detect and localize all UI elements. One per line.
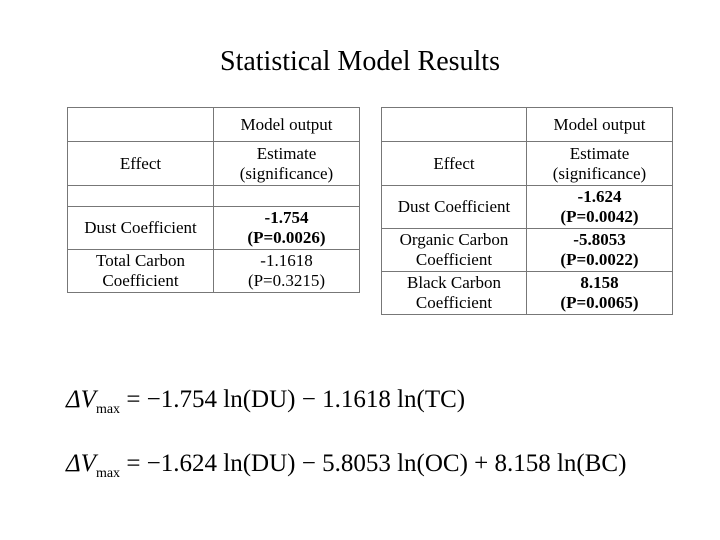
table-row: Black Carbon Coefficient 8.158 (P=0.0065) [381,271,673,315]
estimate: -5.8053 [573,230,626,249]
eq-rhs: = −1.754 ln(DU) − 1.1618 ln(TC) [126,386,466,413]
eq-rhs: = −1.624 ln(DU) − 5.8053 ln(OC) + 8.158 … [126,450,627,477]
estimate: -1.754 [264,208,309,227]
estimate-cell: -5.8053 (P=0.0022) [526,228,673,272]
header-cell: Estimate (significance) [213,141,360,186]
eq-lhs: ΔV [66,450,96,477]
estimate-cell: -1.754 (P=0.0026) [213,206,360,250]
significance: (P=0.0022) [560,250,639,269]
estimate: -1.624 [577,187,622,206]
estimate-cell: 8.158 (P=0.0065) [526,271,673,315]
significance: (P=0.0065) [560,293,639,312]
table-row: Dust Coefficient -1.624 (P=0.0042) [381,185,673,229]
eq-sub: max [95,466,121,481]
header-cell: Estimate (significance) [526,141,673,186]
table-row: Total Carbon Coefficient -1.1618 (P=0.3215… [67,249,360,293]
equation: ΔVmax = −1.754 ln(DU) − 1.1618 ln(TC) [66,386,465,418]
header-cell: Effect [381,141,527,186]
eq-lhs: ΔV [66,386,96,413]
significance: (P=0.3215) [247,271,326,290]
row-label: Dust Coefficient [67,206,214,250]
equation: ΔVmax = −1.624 ln(DU) − 5.8053 ln(OC) + … [66,450,626,482]
row-label: Black Carbon Coefficient [381,271,527,315]
results-table: Model output Effect Estimate (significanc… [67,107,360,293]
cell [67,107,214,142]
cell [213,185,360,207]
table-row: Dust Coefficient -1.754 (P=0.0026) [67,206,360,250]
title: Statistical Model Results [220,46,500,77]
results-table: Model output Effect Estimate (significanc… [381,107,673,315]
estimate: 8.158 [580,273,619,292]
header-cell: Model output [213,107,360,142]
estimate: -1.1618 [260,251,313,270]
header-cell: Effect [67,141,214,186]
row-label: Organic Carbon Coefficient [381,228,527,272]
row-label: Dust Coefficient [381,185,527,229]
significance: (P=0.0042) [560,207,639,226]
header-cell: Model output [526,107,673,142]
estimate-cell: -1.1618 (P=0.3215) [213,249,360,293]
table-row: Organic Carbon Coefficient -5.8053 (P=0.00… [381,228,673,272]
significance: (P=0.0026) [247,228,326,247]
row-label: Total Carbon Coefficient [67,249,214,293]
cell [381,107,527,142]
eq-sub: max [95,402,121,417]
cell [67,185,214,207]
estimate-cell: -1.624 (P=0.0042) [526,185,673,229]
